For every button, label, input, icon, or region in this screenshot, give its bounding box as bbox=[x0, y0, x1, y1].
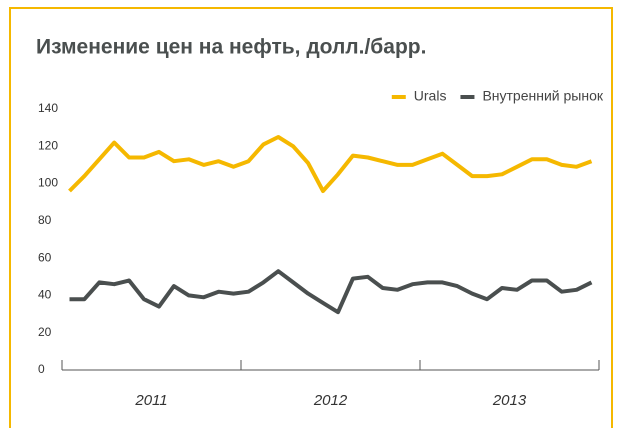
x-group-label: 2012 bbox=[313, 392, 348, 409]
y-tick-label: 100 bbox=[38, 176, 58, 190]
frame bbox=[9, 7, 613, 428]
y-tick-label: 0 bbox=[38, 362, 45, 376]
y-tick-label: 60 bbox=[38, 250, 52, 264]
line-series bbox=[69, 269, 593, 315]
x-group-label: 2011 bbox=[134, 392, 167, 409]
y-tick-label: 80 bbox=[38, 213, 52, 227]
y-tick-label: 40 bbox=[38, 288, 52, 302]
line-series bbox=[68, 135, 593, 193]
legend-label: Urals bbox=[414, 88, 447, 104]
y-tick-label: 20 bbox=[38, 325, 52, 339]
y-tick-label: 140 bbox=[38, 101, 58, 115]
legend-label: Внутренний рынок bbox=[482, 88, 603, 104]
chart-title: Изменение цен на нефть, долл./барр. bbox=[36, 36, 426, 59]
x-group-label: 2013 bbox=[492, 392, 527, 409]
y-tick-label: 120 bbox=[38, 138, 58, 152]
